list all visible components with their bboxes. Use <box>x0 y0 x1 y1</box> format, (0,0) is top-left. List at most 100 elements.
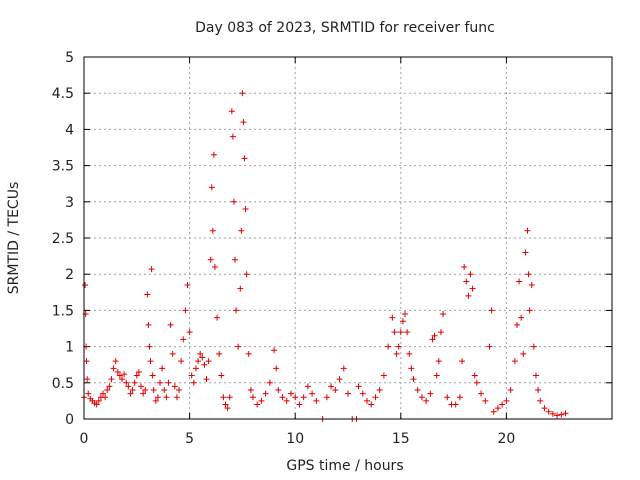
data-point <box>224 405 231 412</box>
data-point <box>287 390 294 397</box>
data-point <box>121 371 128 378</box>
data-point <box>163 394 170 401</box>
data-point <box>210 151 217 158</box>
data-point <box>482 397 489 404</box>
x-tick-label: 5 <box>185 431 194 447</box>
y-tick-label: 3.5 <box>52 159 74 175</box>
data-point <box>273 365 280 372</box>
data-point <box>313 397 320 404</box>
data-point <box>469 285 476 292</box>
data-point <box>146 343 153 350</box>
data-point <box>138 383 145 390</box>
data-point <box>309 390 316 397</box>
data-point <box>148 266 155 273</box>
data-point <box>404 329 411 336</box>
data-point <box>85 390 92 397</box>
data-point <box>395 343 402 350</box>
data-point <box>100 390 107 397</box>
data-point <box>541 405 548 412</box>
data-point <box>355 383 362 390</box>
data-point <box>247 387 254 394</box>
data-point <box>209 227 216 234</box>
data-point <box>459 358 466 365</box>
data-point <box>558 411 565 418</box>
y-tick-label: 1 <box>65 340 74 356</box>
data-point <box>389 314 396 321</box>
data-point <box>229 133 236 140</box>
data-point <box>145 321 152 328</box>
data-point <box>266 379 273 386</box>
data-point <box>245 350 252 357</box>
data-point <box>499 401 506 408</box>
data-point <box>532 372 539 379</box>
y-tick-label: 2 <box>65 267 74 283</box>
data-points <box>81 90 569 422</box>
data-point <box>359 390 366 397</box>
data-point <box>486 343 493 350</box>
data-point <box>513 321 520 328</box>
data-point <box>207 256 214 263</box>
y-axis-label: SRMTID / TECUs <box>6 182 22 295</box>
data-point <box>142 387 149 394</box>
data-point <box>473 379 480 386</box>
x-tick-label: 20 <box>497 431 515 447</box>
data-point <box>201 361 208 368</box>
data-point <box>522 249 529 256</box>
data-point <box>150 387 157 394</box>
data-point <box>211 263 218 270</box>
data-point <box>340 365 347 372</box>
data-point <box>152 397 159 404</box>
data-point <box>195 358 202 365</box>
data-point <box>214 314 221 321</box>
data-point <box>173 394 180 401</box>
data-point <box>437 329 444 336</box>
data-point <box>410 376 417 383</box>
y-tick-label: 4 <box>65 122 74 138</box>
data-point <box>520 350 527 357</box>
data-point <box>433 372 440 379</box>
y-tick-label: 3 <box>65 195 74 211</box>
data-point <box>232 256 239 263</box>
x-tick-label: 10 <box>286 431 304 447</box>
data-point <box>461 263 468 270</box>
data-point <box>241 155 248 162</box>
ticks: 0 0.5 1 1.5 2 2.5 3 3.5 4 4.5 5 0 5 10 15 20 <box>52 50 612 447</box>
data-point <box>233 307 240 314</box>
data-point <box>169 350 176 357</box>
data-point <box>131 379 138 386</box>
data-point <box>399 318 406 325</box>
data-point <box>467 271 474 278</box>
data-point <box>545 408 552 415</box>
data-point <box>478 390 485 397</box>
grid <box>84 57 612 419</box>
data-point <box>218 372 225 379</box>
x-tick-label: 15 <box>392 431 410 447</box>
data-point <box>203 376 210 383</box>
data-point <box>230 198 237 205</box>
data-point <box>222 401 229 408</box>
data-point <box>423 397 430 404</box>
data-point <box>275 387 282 394</box>
data-point <box>125 383 132 390</box>
data-point <box>106 383 113 390</box>
data-point <box>518 314 525 321</box>
data-point <box>535 387 542 394</box>
data-point <box>112 358 119 365</box>
data-point <box>165 379 172 386</box>
data-point <box>262 390 269 397</box>
data-point <box>220 394 227 401</box>
data-point <box>525 271 532 278</box>
data-point <box>240 119 247 126</box>
data-point <box>228 108 235 115</box>
data-point <box>456 394 463 401</box>
data-point <box>300 394 307 401</box>
y-tick-label: 2.5 <box>52 231 74 247</box>
data-point <box>471 372 478 379</box>
data-point <box>129 387 136 394</box>
data-point <box>283 397 290 404</box>
data-point <box>376 387 383 394</box>
data-point <box>292 394 299 401</box>
data-point <box>427 390 434 397</box>
chart-title: Day 083 of 2023, SRMTID for receiver fun… <box>195 20 495 36</box>
data-point <box>391 329 398 336</box>
